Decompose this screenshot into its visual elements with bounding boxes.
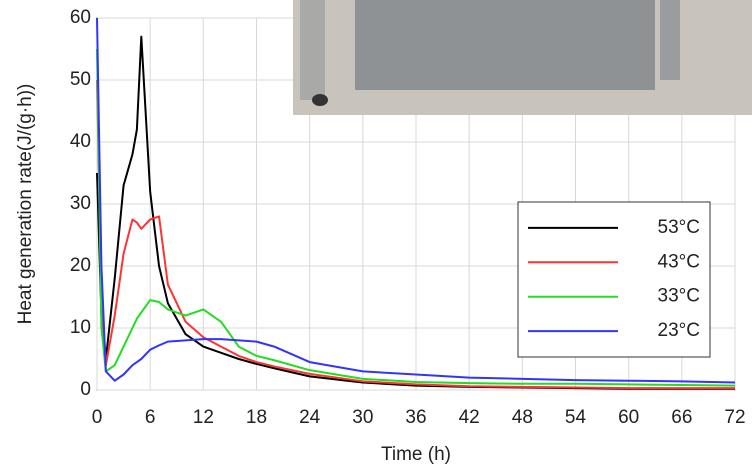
legend-label: 23°C [658, 320, 700, 341]
y-tick-label: 10 [70, 317, 91, 338]
y-tick-label: 60 [70, 7, 91, 28]
legend-label: 33°C [658, 286, 700, 307]
x-tick-label: 60 [618, 407, 639, 428]
x-tick-label: 72 [724, 407, 745, 428]
series-line [96, 17, 736, 384]
y-axis-title: Heat generation rate(J/(g·h)) [15, 84, 36, 325]
x-tick-label: 18 [246, 407, 267, 428]
series-line [96, 79, 735, 390]
photo-cabinet [355, 0, 655, 90]
y-tick-label: 30 [70, 193, 91, 214]
x-tick-label: 6 [145, 407, 156, 428]
y-tick-label: 50 [70, 69, 91, 90]
x-tick-label: 66 [671, 407, 692, 428]
y-tick-label: 40 [70, 131, 91, 152]
legend-label: 53°C [658, 217, 700, 238]
x-tick-label: 12 [193, 407, 214, 428]
y-tick-label: 0 [80, 379, 91, 400]
x-tick-label: 0 [92, 407, 103, 428]
legend-label: 43°C [658, 251, 700, 272]
photo-panel [660, 0, 680, 80]
x-tick-label: 24 [299, 407, 321, 428]
y-tick-label: 20 [70, 255, 91, 276]
x-tick-label: 54 [565, 407, 587, 428]
x-axis-title: Time (h) [381, 444, 451, 465]
photo-wheel [312, 94, 328, 106]
x-tick-label: 48 [512, 407, 533, 428]
series-line [96, 48, 736, 387]
x-tick-label: 36 [405, 407, 426, 428]
x-tick-label: 30 [352, 407, 373, 428]
x-tick-label: 42 [459, 407, 480, 428]
photo-leg [300, 0, 325, 100]
photo-inset [293, 0, 752, 115]
